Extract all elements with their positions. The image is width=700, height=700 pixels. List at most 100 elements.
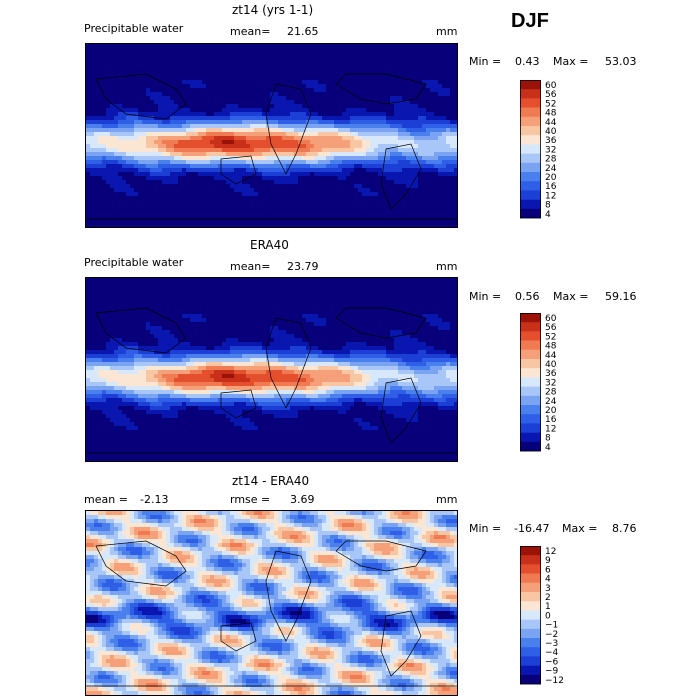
panel2-field-label: Precipitable water bbox=[84, 256, 184, 269]
colorbar-frame bbox=[520, 313, 541, 452]
panel2-max-label: Max = bbox=[553, 290, 589, 303]
colorbar-tick-label: 28 bbox=[545, 155, 557, 165]
colorbar-tick-label: −9 bbox=[545, 667, 559, 677]
colorbar-swatch bbox=[520, 628, 541, 639]
panel3-mean-label: mean = bbox=[84, 493, 128, 506]
colorbar-tick-label: 12 bbox=[545, 191, 556, 201]
panel1-map bbox=[85, 43, 458, 228]
colorbar-tick-label: 40 bbox=[545, 360, 557, 370]
colorbar-swatch bbox=[520, 98, 541, 108]
colorbar-tick-label: 60 bbox=[545, 314, 557, 324]
colorbar-swatch bbox=[520, 546, 541, 556]
colorbar-swatch bbox=[520, 405, 541, 415]
colorbar-tick-label: 12 bbox=[545, 547, 556, 557]
panel2-colorbar: 60 56 52 48 44 40 36 32 28 24 20 16 12 8 4 bbox=[520, 313, 580, 459]
colorbar-tick-label: 4 bbox=[545, 210, 551, 220]
colorbar-swatch bbox=[520, 573, 541, 584]
colorbar-swatch bbox=[520, 395, 541, 406]
colorbar-tick-label: 0 bbox=[545, 611, 551, 621]
colorbar-swatch bbox=[520, 89, 541, 99]
panel1-min-value: 0.43 bbox=[515, 55, 540, 68]
panel2-mean-label: mean= bbox=[230, 260, 271, 273]
colorbar-swatch bbox=[520, 647, 541, 657]
colorbar-tick-label: 4 bbox=[545, 575, 551, 585]
panel3-rmse-value: 3.69 bbox=[290, 493, 315, 506]
colorbar-swatch bbox=[520, 555, 541, 565]
colorbar-swatch bbox=[520, 656, 541, 666]
colorbar-tick-label: 60 bbox=[545, 81, 557, 91]
colorbar-swatch bbox=[520, 368, 541, 378]
colorbar-swatch bbox=[520, 331, 541, 341]
colorbar-swatch bbox=[520, 674, 541, 685]
panel2-units: mm bbox=[436, 260, 458, 273]
colorbar-tick-label: 56 bbox=[545, 90, 557, 100]
panel1-min-label: Min = bbox=[469, 55, 502, 68]
colorbar-tick-label: 20 bbox=[545, 406, 557, 416]
colorbar-swatch bbox=[520, 619, 541, 630]
season-label: DJF bbox=[511, 10, 549, 32]
colorbar-swatch bbox=[520, 564, 541, 574]
colorbar-swatch bbox=[520, 322, 541, 332]
panel1-title: zt14 (yrs 1-1) bbox=[232, 3, 314, 17]
colorbar-swatch bbox=[520, 441, 541, 452]
colorbar-tick-label: −1 bbox=[545, 621, 558, 631]
panel2-min-label: Min = bbox=[469, 290, 502, 303]
panel3-max-value: 8.76 bbox=[612, 522, 637, 535]
colorbar-tick-label: 9 bbox=[545, 556, 551, 566]
colorbar-tick-label: 1 bbox=[545, 602, 551, 612]
colorbar-tick-label: 12 bbox=[545, 424, 556, 434]
colorbar-swatch bbox=[520, 610, 541, 620]
colorbar-tick-label: 36 bbox=[545, 136, 557, 146]
panel1-mean-value: 21.65 bbox=[287, 25, 319, 38]
colorbar-tick-label: 6 bbox=[545, 565, 551, 575]
colorbar-tick-label: 56 bbox=[545, 323, 557, 333]
colorbar-tick-label: −12 bbox=[545, 676, 564, 686]
colorbar-swatch bbox=[520, 80, 541, 90]
panel1-max-value: 53.03 bbox=[605, 55, 637, 68]
panel2-min-value: 0.56 bbox=[515, 290, 540, 303]
colorbar-swatch bbox=[520, 144, 541, 154]
colorbar-tick-label: 44 bbox=[545, 351, 557, 361]
colorbar-tick-label: 48 bbox=[545, 109, 557, 119]
colorbar-tick-label: 48 bbox=[545, 342, 557, 352]
colorbar-swatch bbox=[520, 181, 541, 191]
panel3-rmse-label: rmse = bbox=[230, 493, 271, 506]
colorbar-swatch bbox=[520, 190, 541, 200]
panel3-min-value: -16.47 bbox=[514, 522, 550, 535]
colorbar-tick-label: 32 bbox=[545, 378, 556, 388]
colorbar-swatch bbox=[520, 386, 541, 397]
colorbar-frame bbox=[520, 546, 541, 685]
panel3-map bbox=[85, 510, 458, 696]
colorbar-tick-label: 3 bbox=[545, 584, 551, 594]
panel1-max-label: Max = bbox=[553, 55, 589, 68]
colorbar-tick-label: −3 bbox=[545, 639, 558, 649]
panel3-mean-value: -2.13 bbox=[140, 493, 169, 506]
colorbar-swatch bbox=[520, 199, 541, 210]
panel3-colorbar: 12 9 6 4 3 2 1 0 −1 −2 −3 −4 −6 −9 −12 bbox=[520, 546, 580, 692]
panel2-map bbox=[85, 277, 458, 462]
colorbar-swatch bbox=[520, 665, 541, 676]
colorbar-tick-label: −2 bbox=[545, 630, 558, 640]
colorbar-swatch bbox=[520, 592, 541, 602]
colorbar-tick-label: 44 bbox=[545, 118, 557, 128]
colorbar-tick-label: 4 bbox=[545, 443, 551, 453]
colorbar-tick-label: 20 bbox=[545, 173, 557, 183]
colorbar-tick-label: 24 bbox=[545, 164, 557, 174]
colorbar-swatch bbox=[520, 135, 541, 145]
colorbar-swatch bbox=[520, 349, 541, 360]
colorbar-swatch bbox=[520, 582, 541, 593]
colorbar-tick-label: 8 bbox=[545, 434, 551, 444]
colorbar-swatch bbox=[520, 126, 541, 136]
colorbar-tick-label: 36 bbox=[545, 369, 557, 379]
colorbar-swatch bbox=[520, 359, 541, 369]
panel1-field-label: Precipitable water bbox=[84, 22, 184, 35]
panel3-min-label: Min = bbox=[469, 522, 502, 535]
colorbar-swatch bbox=[520, 432, 541, 443]
colorbar-swatch bbox=[520, 153, 541, 164]
colorbar-tick-label: 28 bbox=[545, 388, 557, 398]
colorbar-swatch bbox=[520, 423, 541, 433]
colorbar-swatch bbox=[520, 313, 541, 323]
